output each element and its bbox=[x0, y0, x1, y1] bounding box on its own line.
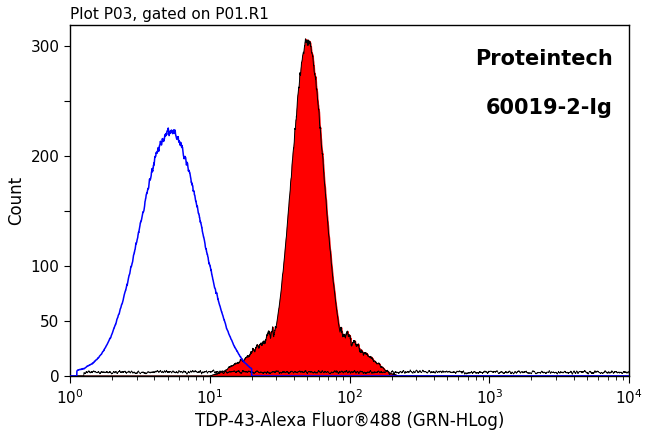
X-axis label: TDP-43-Alexa Fluor®488 (GRN-HLog): TDP-43-Alexa Fluor®488 (GRN-HLog) bbox=[195, 412, 504, 430]
Text: Proteintech: Proteintech bbox=[474, 49, 612, 69]
Text: 60019-2-Ig: 60019-2-Ig bbox=[486, 98, 612, 118]
Y-axis label: Count: Count bbox=[7, 176, 25, 225]
Text: Plot P03, gated on P01.R1: Plot P03, gated on P01.R1 bbox=[70, 7, 269, 22]
